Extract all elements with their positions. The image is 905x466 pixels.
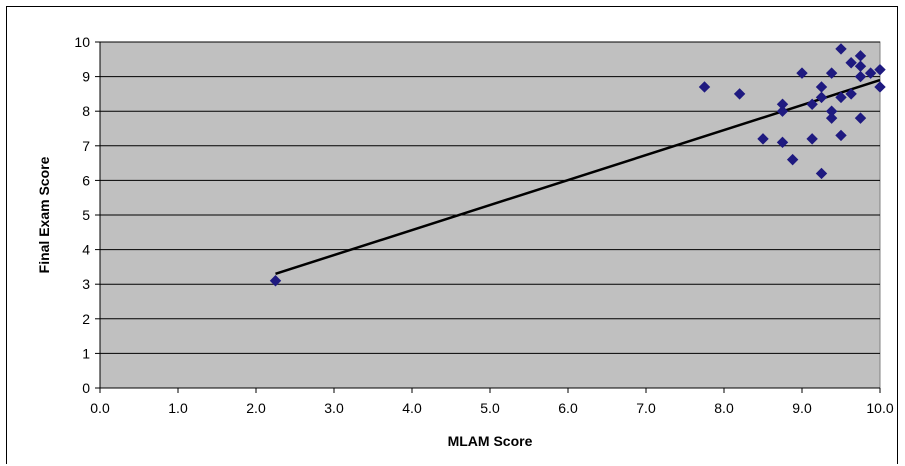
data-point [835, 129, 847, 142]
data-point [776, 105, 789, 117]
data-point [776, 136, 789, 149]
x-tick-label: 1.0 [168, 400, 188, 416]
x-tick-label: 0.0 [90, 400, 110, 416]
data-point [864, 67, 877, 79]
data-point [815, 91, 828, 104]
data-point [757, 133, 769, 145]
data-point [806, 98, 818, 110]
data-point [825, 67, 838, 79]
data-point [825, 112, 838, 124]
data-point [269, 275, 282, 287]
x-tick-label: 5.0 [480, 400, 500, 416]
y-tick-label: 2 [82, 311, 90, 327]
y-tick-label: 7 [82, 138, 90, 154]
y-tick-label: 1 [82, 345, 90, 361]
y-tick-label: 3 [82, 276, 90, 292]
grid-lines [100, 41, 880, 354]
data-point [845, 57, 857, 69]
x-tick-label: 8.0 [714, 400, 734, 416]
x-tick-label: 6.0 [558, 400, 578, 416]
x-tick-label: 4.0 [402, 400, 422, 416]
y-tick-label: 0 [82, 380, 90, 396]
x-tick-label: 10.0 [866, 400, 893, 416]
data-point [796, 67, 808, 79]
x-tick-label: 3.0 [324, 400, 344, 416]
x-tick-label: 9.0 [792, 400, 812, 416]
data-point [845, 88, 857, 100]
data-point [874, 63, 886, 76]
data-point [854, 70, 867, 83]
x-tick-label: 2.0 [246, 400, 266, 416]
x-axis-title: MLAM Score [448, 433, 533, 449]
y-tick-label: 6 [82, 172, 90, 188]
data-point [854, 112, 867, 124]
y-tick-label: 9 [82, 69, 90, 85]
y-tick-label: 10 [74, 34, 90, 50]
tick-labels: 0 1 2 3 4 5 6 7 8 9 10 0.0 1.0 2.0 3.0 4.0 5.0 6.0 7.0 8.0 9… [74, 34, 893, 416]
y-tick-label: 8 [82, 103, 90, 119]
data-point [815, 167, 828, 180]
y-axis-title: Final Exam Score [36, 156, 52, 273]
data-point [806, 133, 818, 145]
data-point [874, 81, 886, 93]
data-point [698, 81, 711, 93]
data-point [786, 153, 799, 166]
y-tick-label: 5 [82, 207, 90, 223]
x-tick-label: 7.0 [636, 400, 656, 416]
data-point [835, 91, 847, 104]
data-point [835, 43, 847, 55]
axes [95, 41, 881, 393]
y-tick-label: 4 [82, 242, 90, 258]
data-point [733, 88, 746, 100]
data-points [269, 43, 886, 287]
